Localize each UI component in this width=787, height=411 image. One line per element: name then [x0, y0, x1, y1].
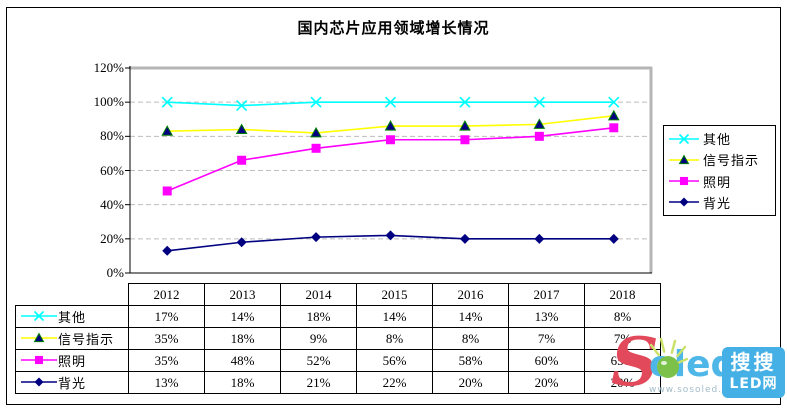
- table-cell: 14%: [356, 305, 433, 328]
- table-row-label: 照明: [15, 349, 129, 372]
- table-row-backlight: 背光 13% 18% 21% 22% 20% 20% 20%: [15, 371, 661, 394]
- table-row-label: 信号指示: [15, 327, 129, 350]
- table-cell: 20%: [432, 371, 509, 394]
- table-cell: 48%: [204, 349, 281, 372]
- legend-label: 其他: [703, 132, 732, 148]
- legend-item-backlight: 背光: [668, 192, 775, 212]
- table-cell: 17%: [128, 305, 205, 328]
- y-axis-label: 0%: [106, 265, 124, 280]
- table-cell: 13%: [508, 305, 585, 328]
- other-series-x-icon: [669, 133, 699, 144]
- y-axis-label: 20%: [100, 230, 124, 246]
- table-cell: 18%: [204, 371, 281, 394]
- table-cell: 8%: [432, 327, 509, 350]
- table-cell: 20%: [584, 371, 661, 394]
- legend-label: 背光: [703, 195, 732, 211]
- table-cell: 58%: [432, 349, 509, 372]
- table-row-other: 其他 17% 14% 18% 14% 14% 13% 8%: [15, 305, 661, 328]
- data-table: 2012 2013 2014 2015 2016 2017 2018 其他 17% 14% 18% 1…: [15, 283, 661, 394]
- backlight-series-diamond-icon: [21, 377, 57, 387]
- table-cell: 52%: [280, 349, 357, 372]
- table-year-header: 2012: [128, 283, 205, 306]
- table-row-label: 背光: [15, 371, 129, 394]
- y-axis-label: 60%: [100, 162, 124, 178]
- y-axis-label: 40%: [100, 196, 124, 212]
- legend-item-other: 其他: [668, 129, 775, 149]
- table-year-header: 2014: [280, 283, 357, 306]
- y-axis-label: 80%: [100, 128, 124, 144]
- legend: 其他信号指示照明背光: [663, 125, 776, 216]
- legend-label: 照明: [703, 174, 732, 190]
- table-cell: 22%: [356, 371, 433, 394]
- lighting-series-square-icon: [669, 177, 699, 186]
- table-cell: 9%: [280, 327, 357, 350]
- legend-item-signal: 信号指示: [668, 150, 775, 170]
- table-year-header: 2018: [584, 283, 661, 306]
- series-markers-backlight: [162, 230, 619, 256]
- lighting-series-square-icon: [21, 355, 57, 365]
- table-cell: 14%: [432, 305, 509, 328]
- series-markers-signal: [161, 109, 620, 138]
- legend-item-lighting: 照明: [668, 171, 775, 191]
- backlight-series-diamond-icon: [669, 197, 699, 207]
- table-cell: 8%: [584, 305, 661, 328]
- table-cell: 60%: [508, 349, 585, 372]
- table-year-header: 2013: [204, 283, 281, 306]
- watermark: S oled www.sosoled.com 搜搜 LED网: [605, 329, 787, 407]
- signal-series-triangle-icon: [669, 154, 699, 164]
- table-cell: 13%: [128, 371, 205, 394]
- table-year-header: 2015: [356, 283, 433, 306]
- table-cell: 35%: [128, 349, 205, 372]
- chart-title: 国内芯片应用领域增长情况: [297, 19, 490, 37]
- table-cell: 7%: [584, 327, 661, 350]
- badge-text-led: LED网: [729, 376, 778, 392]
- table-cell: 21%: [280, 371, 357, 394]
- legend-label: 信号指示: [703, 153, 760, 169]
- table-cell: 18%: [204, 327, 281, 350]
- led-bulb-icon: [649, 337, 689, 378]
- table-cell: 8%: [356, 327, 433, 350]
- signal-series-triangle-icon: [21, 332, 57, 343]
- y-axis-label: 100%: [93, 94, 124, 110]
- table-cell: 35%: [128, 327, 205, 350]
- table-cell: 7%: [508, 327, 585, 350]
- table-year-header: 2017: [508, 283, 585, 306]
- table-row-lighting: 照明 35% 48% 52% 56% 58% 60% 65%: [15, 349, 661, 372]
- badge-text-cn: 搜搜: [730, 350, 777, 374]
- watermark-url: www.sosoled.com: [649, 385, 745, 395]
- table-cell: 56%: [356, 349, 433, 372]
- table-row-signal: 信号指示 35% 18% 9% 8% 8% 7% 7%: [15, 327, 661, 350]
- table-corner: [16, 284, 129, 306]
- watermark-badge: 搜搜 LED网: [722, 347, 785, 398]
- table-cell: 14%: [204, 305, 281, 328]
- series-markers-lighting: [162, 123, 619, 196]
- y-axis-label: 120%: [93, 60, 124, 75]
- table-year-header: 2016: [432, 283, 509, 306]
- table-cell: 18%: [280, 305, 357, 328]
- table-row-label: 其他: [15, 305, 129, 328]
- table-cell: 20%: [508, 371, 585, 394]
- series-markers-other: [161, 96, 620, 112]
- other-series-x-icon: [21, 310, 57, 322]
- watermark-logo-s: S: [611, 323, 659, 401]
